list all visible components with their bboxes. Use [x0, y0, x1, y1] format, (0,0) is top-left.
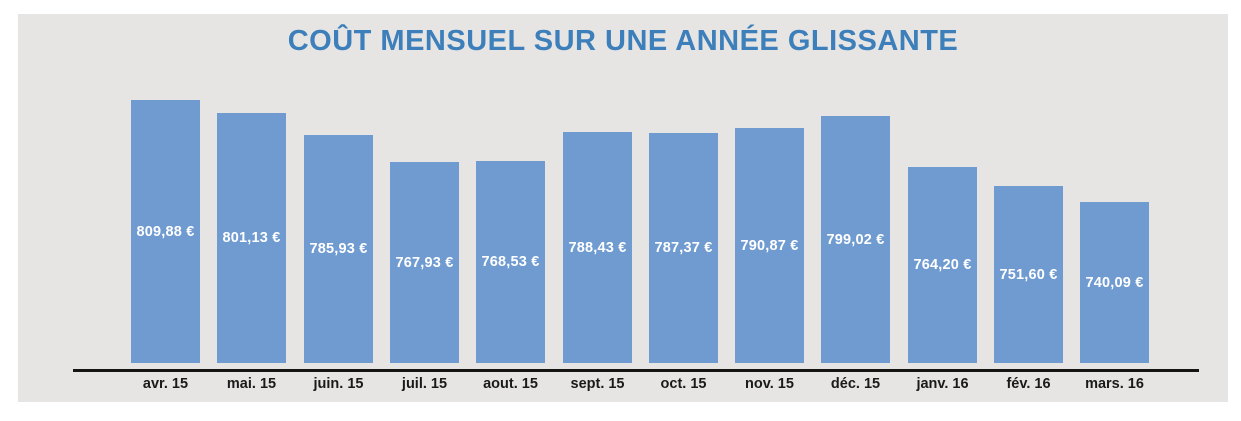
bar-value-label: 788,43 €	[568, 239, 627, 256]
x-tick-label: sept. 15	[570, 376, 625, 392]
bar: 788,43 €	[563, 132, 632, 363]
bar: 787,37 €	[649, 133, 718, 363]
x-tick-label: juin. 15	[313, 376, 364, 392]
x-tick-label: mai. 15	[226, 376, 277, 392]
x-tick-label: janv. 16	[916, 376, 969, 392]
x-tick-label: fév. 16	[1006, 376, 1051, 392]
x-axis-line	[73, 369, 1199, 372]
bar-chart-plot: 809,88 € 801,13 € 785,93 € 767,93 € 768,53 €…	[18, 14, 1228, 402]
x-tick-label: déc. 15	[830, 376, 881, 392]
bar-value-label: 790,87 €	[740, 237, 799, 254]
bar-value-label: 751,60 €	[999, 266, 1058, 283]
bar-value-label: 767,93 €	[395, 254, 454, 271]
chart-title: COÛT MENSUEL SUR UNE ANNÉE GLISSANTE	[287, 25, 959, 57]
bar: 790,87 €	[735, 128, 804, 363]
bar-value-label: 785,93 €	[309, 241, 368, 257]
bar: 809,88 €	[131, 100, 200, 363]
bar: 740,09 €	[1080, 202, 1149, 363]
bar-value-label: 799,02 €	[826, 231, 885, 248]
x-tick-label: juil. 15	[401, 376, 448, 392]
chart-panel: COÛT MENSUEL SUR UNE ANNÉE GLISSANTE 809…	[18, 14, 1228, 402]
bar-value-label: 740,09 €	[1085, 274, 1144, 291]
x-tick-label: nov. 15	[745, 376, 794, 392]
bar: 801,13 €	[217, 113, 286, 363]
x-tick-label: aout. 15	[483, 376, 538, 392]
bar-value-label: 801,13 €	[222, 230, 281, 246]
bar-value-label: 764,20 €	[913, 257, 972, 273]
bar: 768,53 €	[476, 161, 545, 363]
bar: 764,20 €	[908, 167, 977, 363]
bar: 785,93 €	[304, 135, 373, 363]
bar-value-label: 768,53 €	[481, 254, 540, 270]
x-tick-label: oct. 15	[660, 376, 707, 392]
bar-value-label: 787,37 €	[654, 240, 713, 256]
bar: 799,02 €	[821, 116, 890, 363]
x-tick-label: avr. 15	[142, 376, 189, 392]
bar: 767,93 €	[390, 162, 459, 363]
x-tick-label: mars. 16	[1085, 376, 1144, 392]
bar-value-label: 809,88 €	[136, 223, 195, 240]
bar: 751,60 €	[994, 186, 1063, 363]
